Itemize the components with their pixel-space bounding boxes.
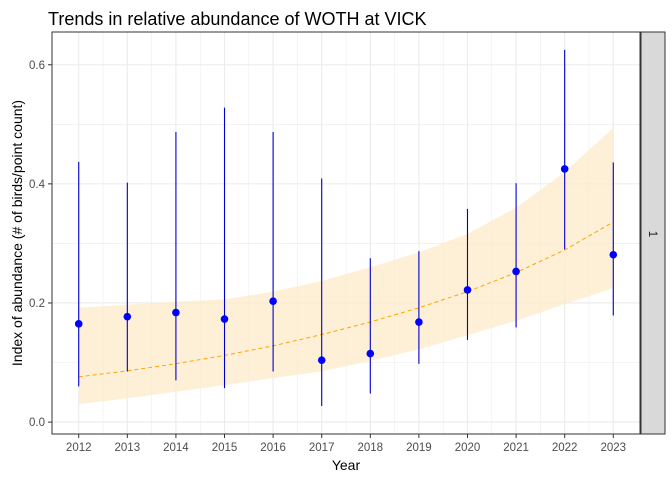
- data-point: [172, 308, 180, 317]
- data-point: [512, 267, 520, 276]
- error-bars-layer: [78, 49, 614, 407]
- facet-strip-label: 1: [646, 231, 658, 237]
- x-tick-label: 2015: [212, 442, 238, 454]
- data-points-layer: [74, 165, 618, 364]
- data-point: [220, 315, 229, 323]
- x-tick-label: 2019: [406, 442, 432, 454]
- x-tick-label: 2013: [115, 442, 141, 454]
- data-point: [560, 165, 569, 173]
- data-point: [123, 312, 132, 321]
- data-point: [317, 356, 326, 364]
- x-tick-label: 2012: [66, 442, 92, 454]
- x-tick-label: 2018: [358, 442, 384, 454]
- x-axis: 2012 2013 2014 2015 2016 2017 2018 2019 2020 2021…: [66, 434, 626, 454]
- y-tick-label: 0.0: [29, 417, 45, 429]
- data-point: [415, 318, 423, 326]
- x-tick-label: 2022: [552, 442, 578, 454]
- data-point: [366, 349, 375, 358]
- data-point: [609, 250, 618, 259]
- x-axis-title: Year: [332, 457, 361, 473]
- y-tick-label: 0.6: [29, 60, 45, 72]
- x-tick-label: 2023: [600, 442, 626, 454]
- data-point: [463, 286, 472, 294]
- y-axis: 0.0 0.2 0.4 0.6: [29, 60, 52, 429]
- x-tick-label: 2017: [309, 442, 335, 454]
- y-tick-label: 0.4: [29, 179, 46, 191]
- y-axis-title: Index of abundance (# of birds/point cou…: [9, 100, 25, 366]
- chart-title: Trends in relative abundance of WOTH at …: [48, 9, 427, 29]
- panel-border: [51, 31, 641, 435]
- facet-strip: [640, 31, 666, 435]
- x-tick-label: 2020: [455, 442, 481, 454]
- x-tick-label: 2021: [503, 442, 529, 454]
- y-tick-label: 0.2: [29, 298, 45, 310]
- x-tick-label: 2016: [260, 442, 286, 454]
- trend-confidence-ribbon-layer: [78, 127, 614, 405]
- x-tick-label: 2014: [163, 442, 189, 454]
- trend-confidence-ribbon: [78, 127, 614, 405]
- data-point: [74, 320, 83, 328]
- data-point: [269, 297, 277, 305]
